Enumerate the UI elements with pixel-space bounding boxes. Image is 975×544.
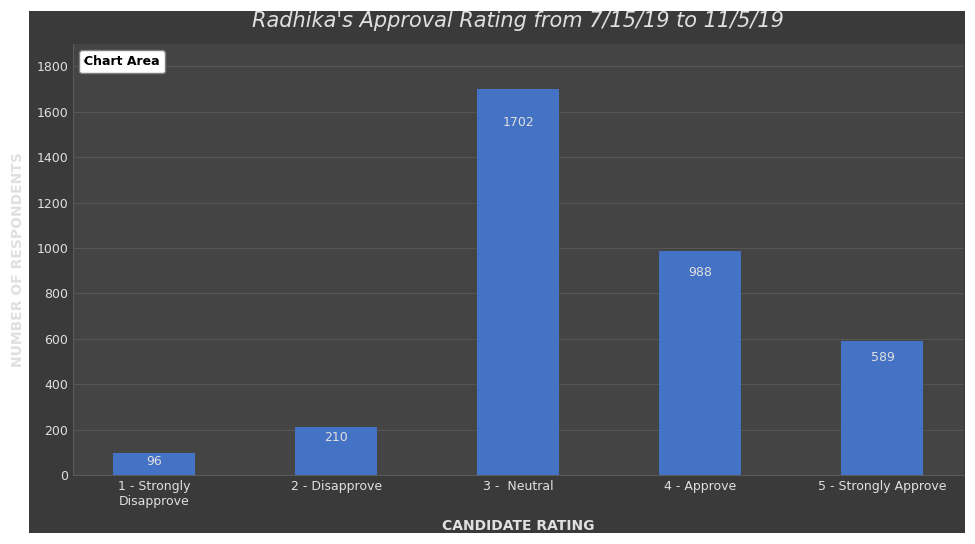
Bar bbox=[659, 251, 741, 475]
Bar bbox=[295, 427, 377, 475]
Bar bbox=[478, 89, 560, 475]
Text: 96: 96 bbox=[146, 455, 162, 468]
Title: Radhika's Approval Rating from 7/15/19 to 11/5/19: Radhika's Approval Rating from 7/15/19 t… bbox=[253, 11, 784, 31]
Text: 210: 210 bbox=[325, 431, 348, 443]
Bar bbox=[841, 341, 923, 475]
Bar bbox=[113, 453, 195, 475]
Text: 988: 988 bbox=[688, 267, 713, 280]
X-axis label: CANDIDATE RATING: CANDIDATE RATING bbox=[443, 519, 595, 533]
Text: 589: 589 bbox=[871, 351, 894, 363]
Y-axis label: NUMBER OF RESPONDENTS: NUMBER OF RESPONDENTS bbox=[11, 152, 25, 367]
Legend: Chart Area: Chart Area bbox=[79, 50, 165, 73]
Text: 1702: 1702 bbox=[502, 116, 534, 129]
